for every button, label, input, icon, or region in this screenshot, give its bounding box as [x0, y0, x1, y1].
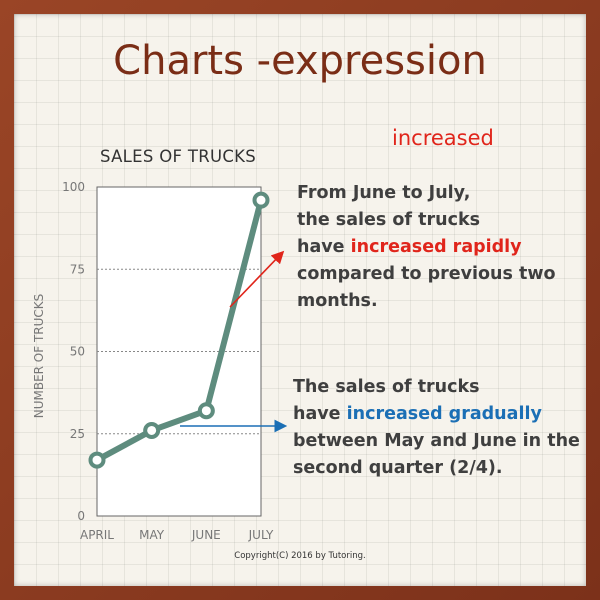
y-tick-label: 0: [77, 509, 85, 523]
note2-line2: have increased gradually: [293, 401, 580, 428]
x-tick-label: JULY: [248, 528, 274, 542]
note2-line2-prefix: have: [293, 404, 347, 424]
annotation-arrows: [180, 250, 288, 433]
data-point: [252, 191, 270, 209]
note1-line2: the sales of trucks: [297, 210, 480, 230]
keyword-label: increased: [392, 126, 494, 150]
series-line: [94, 197, 264, 464]
x-tick-label: JUNE: [191, 528, 221, 542]
note1-line3-prefix: have: [297, 237, 351, 257]
y-tick-label: 50: [70, 345, 85, 359]
y-tick-label: 25: [70, 427, 85, 441]
chart-title: SALES OF TRUCKS: [100, 147, 257, 166]
x-tick-labels: APRIL MAY JUNE JULY: [80, 528, 274, 542]
data-point: [143, 421, 161, 439]
copyright-text: Copyright(C) 2016 by Tutoring.: [234, 551, 366, 561]
graph-paper-background: Charts -expression increased SALES OF TR…: [14, 14, 586, 586]
y-tick-label: 75: [70, 262, 85, 276]
highlight-increased-rapidly: increased rapidly: [350, 237, 522, 257]
note2-line4: second quarter (2/4).: [293, 458, 503, 478]
red-arrow: [229, 250, 285, 308]
note1-line4: compared to previous two: [297, 264, 556, 284]
note1-line3: have increased rapidly: [297, 234, 556, 261]
note2-line3: between May and June in the: [293, 431, 580, 451]
y-tick-label: 100: [62, 180, 85, 194]
series-truck-sales: [88, 191, 270, 469]
note-rapid-increase: From June to July, the sales of trucks h…: [297, 180, 556, 315]
page-title: Charts -expression: [113, 38, 487, 84]
note-gradual-increase: The sales of trucks have increased gradu…: [293, 374, 580, 482]
note1-line1: From June to July,: [297, 183, 471, 203]
data-point: [197, 402, 215, 420]
y-axis-label: NUMBER OF TRUCKS: [32, 294, 46, 419]
note2-line1: The sales of trucks: [293, 377, 480, 397]
note1-line5: months.: [297, 291, 378, 311]
grid-lines: [97, 268, 261, 435]
data-point: [88, 451, 106, 469]
highlight-increased-gradually: increased gradually: [346, 404, 542, 424]
x-tick-label: MAY: [139, 528, 165, 542]
y-tick-labels: 0 25 50 75 100: [62, 180, 85, 523]
x-tick-label: APRIL: [80, 528, 114, 542]
line-chart: 0 25 50 75 100 APRIL MAY JUNE JULY NUMBER OF TR…: [32, 180, 288, 542]
